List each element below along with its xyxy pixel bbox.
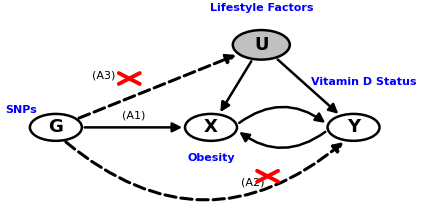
Text: U: U — [254, 36, 268, 54]
Text: (A3): (A3) — [92, 70, 116, 80]
Text: Obesity: Obesity — [187, 153, 235, 163]
Text: (A1): (A1) — [122, 110, 145, 120]
Circle shape — [327, 114, 379, 141]
Text: (A2): (A2) — [241, 178, 265, 188]
Text: SNPs: SNPs — [5, 105, 37, 115]
Text: G: G — [49, 118, 63, 136]
Circle shape — [185, 114, 237, 141]
Text: Lifestyle Factors: Lifestyle Factors — [210, 3, 313, 13]
Text: Y: Y — [347, 118, 360, 136]
Text: Vitamin D Status: Vitamin D Status — [311, 77, 417, 87]
Circle shape — [233, 30, 290, 60]
Circle shape — [30, 114, 82, 141]
Text: X: X — [204, 118, 218, 136]
